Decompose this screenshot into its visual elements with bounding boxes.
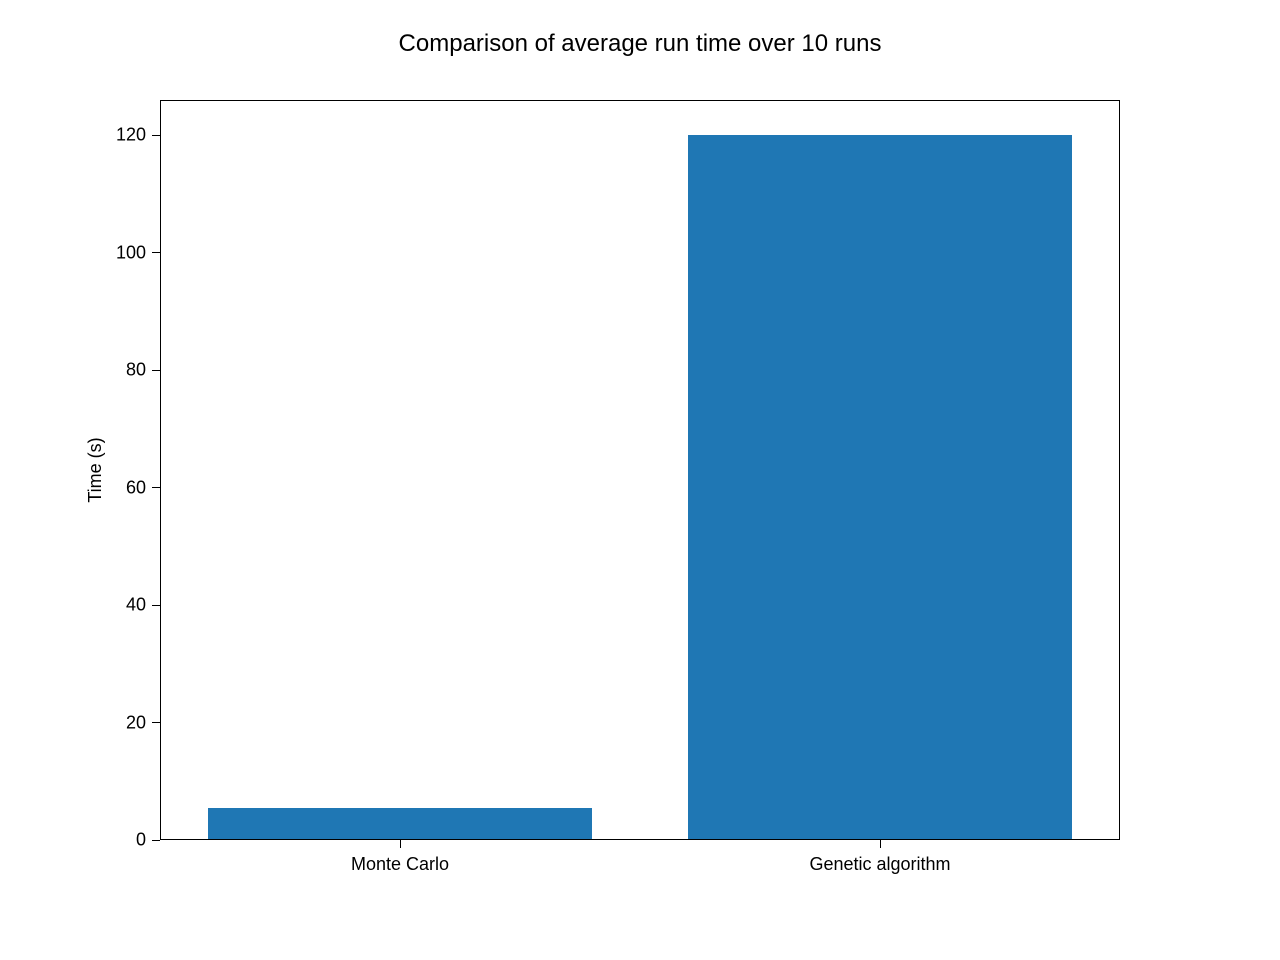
ytick-mark xyxy=(152,840,160,841)
xtick-label: Genetic algorithm xyxy=(809,854,950,875)
ytick-label: 80 xyxy=(126,360,146,381)
ytick-label: 0 xyxy=(136,830,146,851)
ytick-mark xyxy=(152,135,160,136)
chart-container: Comparison of average run time over 10 r… xyxy=(0,0,1280,960)
ytick-label: 100 xyxy=(116,242,146,263)
ytick-label: 40 xyxy=(126,595,146,616)
ytick-label: 60 xyxy=(126,477,146,498)
ytick-mark xyxy=(152,487,160,488)
xtick-mark xyxy=(400,840,401,848)
ytick-label: 20 xyxy=(126,712,146,733)
chart-title: Comparison of average run time over 10 r… xyxy=(0,30,1280,58)
xtick-label: Monte Carlo xyxy=(351,854,449,875)
y-axis-label: Time (s) xyxy=(85,437,106,502)
ytick-mark xyxy=(152,370,160,371)
ytick-mark xyxy=(152,252,160,253)
xtick-mark xyxy=(880,840,881,848)
bar-genetic-algorithm xyxy=(688,135,1072,840)
ytick-label: 120 xyxy=(116,125,146,146)
ytick-mark xyxy=(152,722,160,723)
ytick-mark xyxy=(152,605,160,606)
bar-monte-carlo xyxy=(208,808,592,840)
